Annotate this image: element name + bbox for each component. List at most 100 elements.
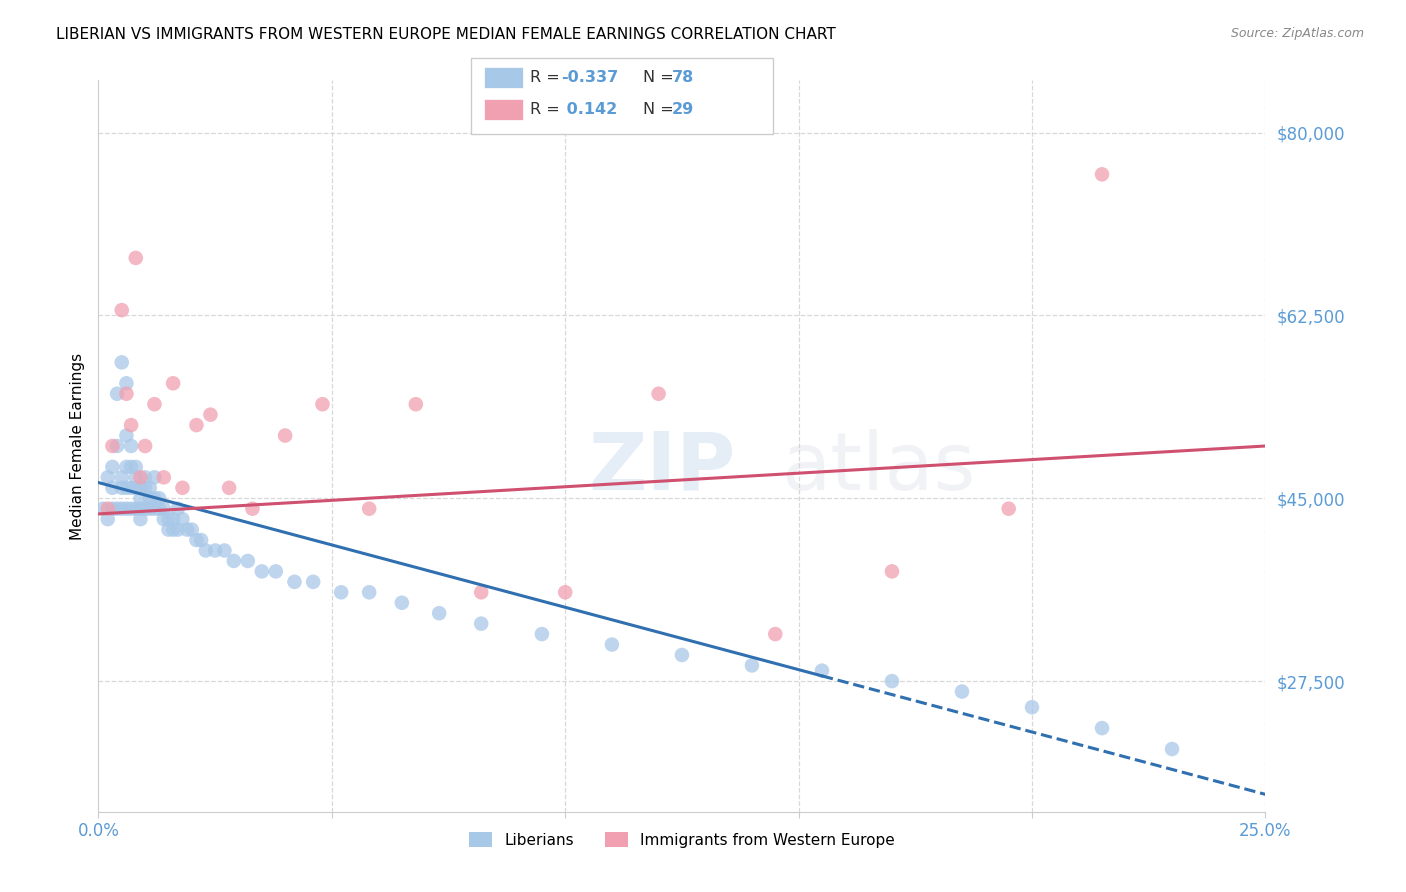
Point <box>134 481 156 495</box>
Point <box>530 627 553 641</box>
Point <box>139 501 162 516</box>
Text: LIBERIAN VS IMMIGRANTS FROM WESTERN EUROPE MEDIAN FEMALE EARNINGS CORRELATION CH: LIBERIAN VS IMMIGRANTS FROM WESTERN EURO… <box>56 27 837 42</box>
Text: R =: R = <box>530 103 565 117</box>
Point <box>143 491 166 506</box>
Point <box>1021 700 1043 714</box>
Point <box>97 512 120 526</box>
Point <box>111 501 134 516</box>
Point <box>115 459 138 474</box>
Point <box>129 501 152 516</box>
Point <box>200 408 222 422</box>
Point <box>105 501 128 516</box>
Text: 78: 78 <box>672 70 695 85</box>
Point <box>190 533 212 547</box>
Point <box>236 554 259 568</box>
Text: ZIP: ZIP <box>589 429 735 507</box>
Point <box>162 523 184 537</box>
Point <box>218 481 240 495</box>
Point <box>101 501 124 516</box>
Point <box>157 523 180 537</box>
Point <box>115 386 138 401</box>
Text: Source: ZipAtlas.com: Source: ZipAtlas.com <box>1230 27 1364 40</box>
Point <box>143 501 166 516</box>
Point <box>148 501 170 516</box>
Point <box>302 574 325 589</box>
Point <box>1161 742 1184 756</box>
Point <box>134 501 156 516</box>
Point <box>997 501 1019 516</box>
Point <box>264 565 287 579</box>
Point <box>120 481 142 495</box>
Point <box>157 512 180 526</box>
Point <box>115 501 138 516</box>
Point <box>105 439 128 453</box>
Point <box>250 565 273 579</box>
Point <box>880 674 903 689</box>
Point <box>152 470 174 484</box>
Text: R =: R = <box>530 70 565 85</box>
Point <box>125 251 148 265</box>
Point <box>671 648 693 662</box>
Point <box>166 501 188 516</box>
Y-axis label: Median Female Earnings: Median Female Earnings <box>69 352 84 540</box>
Point <box>554 585 576 599</box>
Point <box>204 543 226 558</box>
Point <box>811 664 834 678</box>
Point <box>180 523 202 537</box>
Point <box>143 397 166 411</box>
Text: -0.337: -0.337 <box>561 70 619 85</box>
Point <box>134 470 156 484</box>
Point <box>129 481 152 495</box>
Point <box>139 481 162 495</box>
Point <box>129 512 152 526</box>
Point <box>120 439 142 453</box>
Point <box>139 491 162 506</box>
Point <box>1091 167 1114 181</box>
Point <box>125 470 148 484</box>
Point <box>391 596 413 610</box>
Text: 0.142: 0.142 <box>561 103 617 117</box>
Point <box>129 470 152 484</box>
Point <box>101 459 124 474</box>
Point <box>115 428 138 442</box>
Point <box>405 397 427 411</box>
Point <box>101 481 124 495</box>
Point <box>741 658 763 673</box>
Point <box>166 523 188 537</box>
Point <box>125 501 148 516</box>
Point <box>194 543 217 558</box>
Point <box>274 428 297 442</box>
Point <box>111 355 134 369</box>
Point <box>950 684 973 698</box>
Point <box>115 376 138 391</box>
Point <box>186 533 208 547</box>
Point <box>120 459 142 474</box>
Point <box>105 386 128 401</box>
Point <box>162 512 184 526</box>
Point <box>172 512 194 526</box>
Point <box>222 554 245 568</box>
Text: 29: 29 <box>672 103 695 117</box>
Text: atlas: atlas <box>782 429 976 507</box>
Point <box>330 585 353 599</box>
Text: N =: N = <box>643 103 679 117</box>
Point <box>111 481 134 495</box>
Point <box>120 418 142 433</box>
Point <box>115 481 138 495</box>
Point <box>148 491 170 506</box>
Point <box>359 585 381 599</box>
Point <box>600 638 623 652</box>
Point <box>470 585 492 599</box>
Point <box>162 376 184 391</box>
Point <box>152 512 174 526</box>
Point <box>214 543 236 558</box>
Point <box>97 470 120 484</box>
Point <box>129 491 152 506</box>
Point <box>111 470 134 484</box>
Point <box>125 459 148 474</box>
Point <box>97 501 120 516</box>
Point <box>283 574 305 589</box>
Point <box>647 386 669 401</box>
Point <box>359 501 381 516</box>
Point <box>120 501 142 516</box>
